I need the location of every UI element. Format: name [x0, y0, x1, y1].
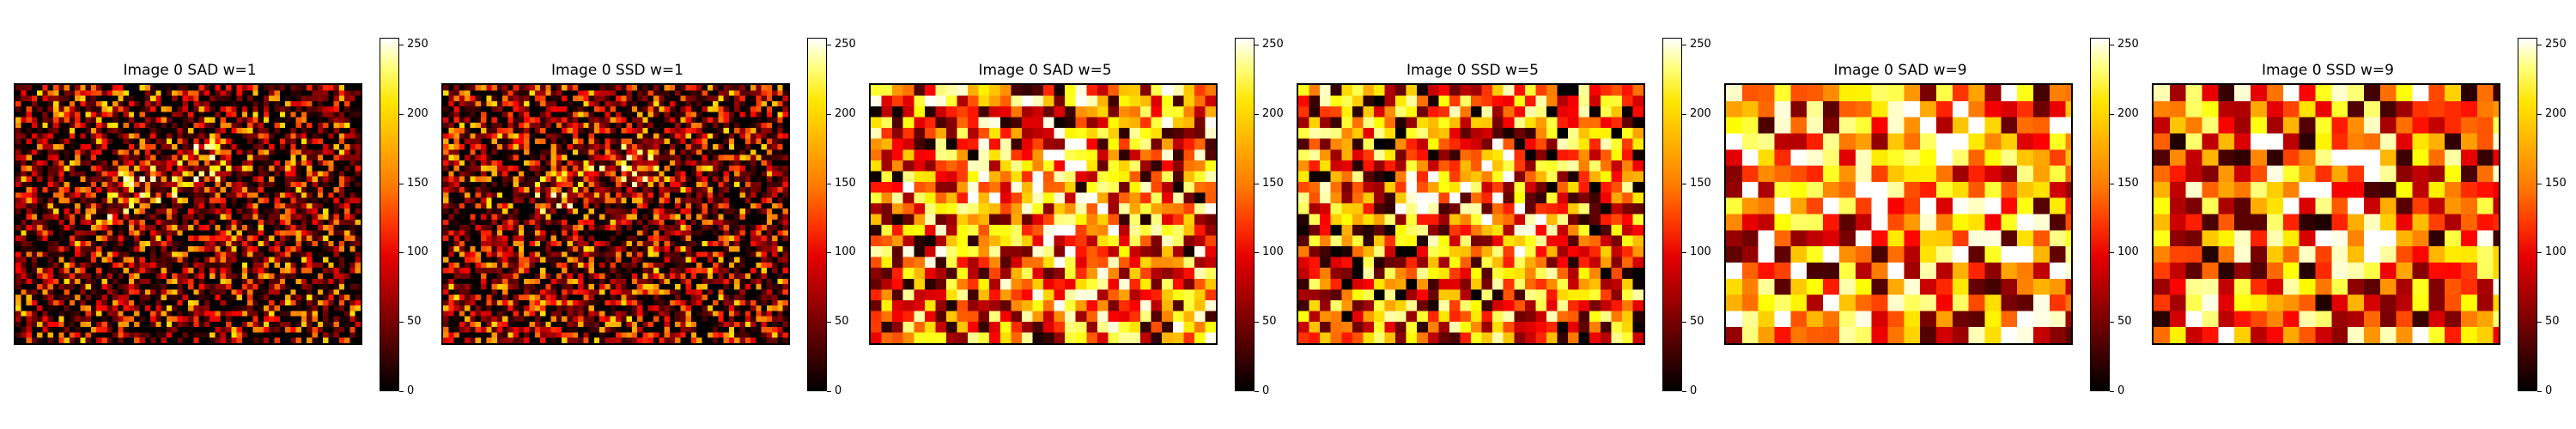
chart-title: Image 0 SAD w=9 [1833, 62, 1967, 79]
colorbar-tick-label: 0 [407, 384, 415, 397]
colorbar-tick-label: 150 [2117, 176, 2139, 190]
chart-panel: Image 0 SAD w=1 0 50 100 150 200 250 [0, 0, 429, 429]
chart-title: Image 0 SAD w=5 [978, 62, 1112, 79]
colorbar-tick-label: 150 [1690, 176, 1711, 190]
colorbar-tick [1682, 391, 1686, 392]
colorbar-tick [827, 113, 831, 115]
colorbar-tick [2110, 252, 2114, 254]
colorbar-tick [1682, 252, 1686, 254]
colorbar-tick-label: 100 [2545, 245, 2567, 259]
colorbar-tick-label: 50 [1262, 315, 1277, 329]
colorbar-tick-label: 50 [407, 315, 422, 329]
colorbar-tick [399, 113, 404, 115]
colorbar-tick-label: 50 [1690, 315, 1704, 329]
colorbar-tick [827, 252, 831, 254]
colorbar-tick-label: 100 [1262, 245, 1284, 259]
chart-panel: Image 0 SAD w=9 0 50 100 150 200 250 [1710, 0, 2140, 429]
colorbar-tick [399, 322, 404, 323]
chart-title: Image 0 SSD w=5 [1406, 62, 1539, 79]
colorbar-tick-label: 0 [1690, 384, 1698, 397]
colorbar-tick-label: 0 [2545, 384, 2553, 397]
colorbar-tick [2110, 391, 2114, 392]
colorbar-tick-label: 0 [2117, 384, 2125, 397]
colorbar [1662, 38, 1682, 391]
colorbar-tick [2110, 322, 2114, 323]
colorbar-tick-label: 0 [1262, 384, 1270, 397]
colorbar-tick [2537, 252, 2542, 254]
colorbar-tick-label: 150 [835, 176, 856, 190]
chart-panel: Image 0 SAD w=5 0 50 100 150 200 250 [855, 0, 1285, 429]
colorbar-tick-label: 100 [835, 245, 856, 259]
colorbar-tick [1255, 252, 1259, 254]
colorbar-tick-label: 250 [1690, 38, 1711, 51]
colorbar-tick-label: 50 [835, 315, 849, 329]
colorbar-tick [1255, 113, 1259, 115]
heatmap-image [1297, 83, 1645, 345]
colorbar-tick [2537, 322, 2542, 323]
colorbar-tick [399, 252, 404, 254]
colorbar-tick [1255, 322, 1259, 323]
heatmap-image [441, 83, 790, 345]
colorbar [2518, 38, 2537, 391]
colorbar-tick-label: 150 [1262, 176, 1284, 190]
colorbar-tick-label: 250 [2545, 38, 2567, 51]
colorbar-tick-label: 250 [1262, 38, 1284, 51]
colorbar-tick [827, 391, 831, 392]
heatmap-image [869, 83, 1218, 345]
colorbar-tick [399, 391, 404, 392]
colorbar-tick-label: 200 [2117, 106, 2139, 120]
colorbar-tick-label: 250 [407, 38, 428, 51]
colorbar-tick-label: 250 [2117, 38, 2139, 51]
colorbar-tick-label: 250 [835, 38, 856, 51]
colorbar-tick [2110, 113, 2114, 115]
colorbar-tick [1682, 113, 1686, 115]
colorbar-tick-label: 100 [2117, 245, 2139, 259]
colorbar-tick [827, 322, 831, 323]
colorbar [1235, 38, 1255, 391]
colorbar-tick-label: 100 [407, 245, 428, 259]
colorbar-tick [1255, 391, 1259, 392]
colorbar-tick [2537, 391, 2542, 392]
chart-panel: Image 0 SSD w=9 0 50 100 150 200 250 [2138, 0, 2567, 429]
colorbar [380, 38, 399, 391]
chart-panel: Image 0 SSD w=1 0 50 100 150 200 250 [428, 0, 857, 429]
colorbar-tick-label: 50 [2117, 315, 2132, 329]
colorbar-tick-label: 200 [2545, 106, 2567, 120]
chart-panel: Image 0 SSD w=5 0 50 100 150 200 250 [1283, 0, 1712, 429]
colorbar-tick-label: 200 [1262, 106, 1284, 120]
chart-title: Image 0 SSD w=9 [2262, 62, 2394, 79]
chart-title: Image 0 SSD w=1 [551, 62, 683, 79]
heatmap-image [14, 83, 362, 345]
colorbar-tick-label: 0 [835, 384, 842, 397]
colorbar-tick-label: 100 [1690, 245, 1711, 259]
colorbar-tick-label: 150 [407, 176, 428, 190]
colorbar [807, 38, 827, 391]
colorbar [2090, 38, 2110, 391]
colorbar-tick-label: 50 [2545, 315, 2560, 329]
colorbar-tick [1682, 322, 1686, 323]
chart-title: Image 0 SAD w=1 [123, 62, 257, 79]
heatmap-image [2152, 83, 2500, 345]
colorbar-tick-label: 150 [2545, 176, 2567, 190]
colorbar-tick-label: 200 [1690, 106, 1711, 120]
colorbar-tick-label: 200 [835, 106, 856, 120]
colorbar-tick [2537, 113, 2542, 115]
colorbar-tick-label: 200 [407, 106, 428, 120]
heatmap-image [1724, 83, 2073, 345]
